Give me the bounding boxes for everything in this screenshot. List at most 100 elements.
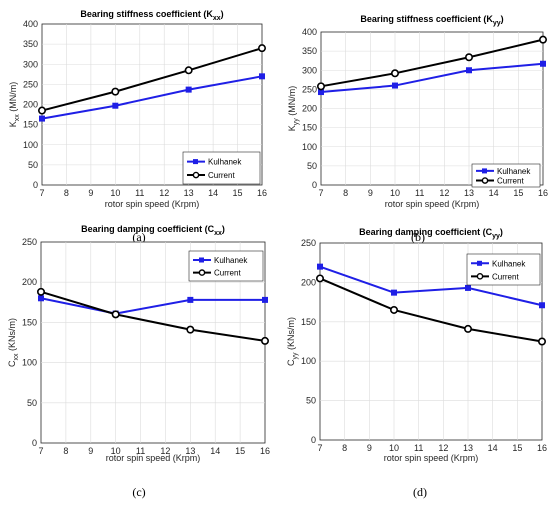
y-tick-label: 250: [302, 84, 317, 94]
legend-label-current: Current: [497, 177, 524, 186]
chart-panel-2: 7 8 9 10 11 12 13 14 15 16 0 50 100 150 200 250 300 350 40…: [287, 14, 548, 244]
y-tick-label: 150: [23, 120, 38, 130]
x-tick-label: 13: [463, 443, 473, 453]
data-point-current: [37, 106, 46, 115]
series-line-current: [41, 47, 263, 112]
data-point-current: [464, 53, 473, 62]
x-tick-label: 12: [160, 446, 170, 456]
legend-box: [466, 253, 541, 286]
legend-label-kulhanek: Kulhanek: [208, 158, 242, 167]
chart-title: Bearing stiffness coefficient (Kyy): [360, 14, 503, 27]
y-axis-label: Cxx (KNs/m): [7, 318, 20, 367]
y-tick-label: 50: [28, 160, 38, 170]
y-tick-label: 150: [302, 123, 317, 133]
legend: Kulhanek Current: [188, 250, 264, 282]
legend-label-current: Current: [492, 272, 519, 281]
chart-title-subscript: yy: [493, 20, 501, 27]
legend-marker-current: [476, 273, 484, 280]
y-tick-label: 50: [27, 398, 37, 408]
y-tick-label: 250: [23, 79, 38, 89]
data-point-kulhanek: [317, 263, 323, 270]
data-point-kulhanek: [465, 284, 471, 291]
x-tick-label: 9: [88, 188, 93, 198]
x-tick-label: 14: [488, 443, 498, 453]
y-axis-label-subscript: xx: [14, 114, 21, 122]
y-tick-label: 200: [23, 100, 38, 110]
legend-box: [182, 151, 261, 185]
legend-box: [188, 250, 264, 282]
legend-label-current: Current: [214, 269, 241, 278]
y-axis-label-subscript: yy: [292, 352, 299, 360]
panel-label: (a): [132, 230, 145, 244]
legend-label-current: Current: [208, 171, 235, 180]
series-line-kulhanek: [40, 297, 265, 315]
chart-title-end: ): [500, 227, 503, 237]
series-line-current: [40, 290, 266, 342]
y-tick-label: 350: [23, 39, 38, 49]
data-point-kulhanek: [112, 102, 119, 109]
data-point-current: [111, 310, 120, 319]
x-tick-label: 10: [390, 188, 400, 198]
x-tick-label: 13: [464, 188, 474, 198]
x-axis-label: rotor spin speed (Krpm): [106, 453, 201, 463]
data-point-current: [316, 82, 325, 91]
data-point-kulhanek: [262, 296, 268, 303]
chart-title-subscript: xx: [214, 230, 222, 237]
data-point-kulhanek: [259, 73, 265, 80]
y-tick-label: 50: [306, 396, 316, 406]
data-point-kulhanek: [392, 82, 398, 89]
x-tick-label: 16: [257, 188, 267, 198]
x-tick-label: 7: [318, 188, 323, 198]
chart-title-subscript: xx: [213, 15, 221, 22]
data-point-current: [315, 274, 324, 283]
y-tick-label: 150: [22, 317, 37, 327]
x-axis-label: rotor spin speed (Krpm): [385, 199, 480, 209]
data-point-current: [184, 66, 193, 75]
x-tick-label: 8: [342, 443, 347, 453]
y-axis-label: Cyy (KNs/m): [286, 317, 299, 366]
legend-marker-current: [192, 171, 200, 179]
series-line-kulhanek: [41, 75, 263, 120]
y-axis-label-end: (MN/m): [287, 86, 297, 119]
y-axis-label-main: K: [8, 121, 18, 127]
data-point-kulhanek: [539, 302, 545, 309]
y-axis-label-end: (KNs/m): [286, 317, 296, 353]
x-tick-label: 9: [367, 443, 372, 453]
data-point-kulhanek: [38, 295, 44, 302]
y-tick-label: 100: [301, 356, 316, 366]
chart-title-end: ): [221, 9, 224, 19]
data-point-current: [538, 35, 547, 44]
x-tick-label: 10: [389, 443, 399, 453]
y-tick-label: 250: [22, 237, 37, 247]
x-tick-label: 14: [210, 446, 220, 456]
series-line-kulhanek: [320, 62, 544, 94]
chart-title-main: Bearing stiffness coefficient (K: [360, 14, 493, 24]
data-point-current: [389, 305, 398, 314]
data-point-kulhanek: [39, 115, 45, 122]
x-tick-label: 7: [39, 188, 44, 198]
y-axis-label-main: C: [286, 359, 296, 366]
data-point-kulhanek: [187, 296, 194, 303]
x-tick-label: 11: [136, 446, 145, 456]
y-tick-label: 200: [22, 277, 37, 287]
y-axis-label-subscript: yy: [293, 118, 300, 126]
legend-marker-kulhanek: [193, 159, 198, 165]
y-axis-label-subscript: xx: [13, 353, 20, 361]
x-tick-label: 8: [343, 188, 348, 198]
x-tick-label: 15: [513, 188, 523, 198]
y-axis-label-end: (MN/m): [8, 82, 18, 115]
x-tick-label: 12: [438, 443, 448, 453]
legend-marker-kulhanek: [482, 168, 487, 174]
y-axis-label: Kxx (MN/m): [8, 82, 21, 128]
series-line-current: [320, 38, 544, 88]
x-tick-label: 11: [135, 188, 144, 198]
legend: Kulhanek Current: [182, 151, 261, 185]
legend-label-kulhanek: Kulhanek: [492, 259, 526, 268]
x-tick-label: 10: [111, 446, 121, 456]
x-tick-label: 14: [489, 188, 499, 198]
y-tick-label: 150: [301, 317, 316, 327]
y-tick-label: 100: [23, 140, 38, 150]
y-axis-label-end: (KNs/m): [7, 318, 17, 354]
x-tick-label: 16: [260, 446, 270, 456]
y-axis-label-main: C: [7, 360, 17, 367]
